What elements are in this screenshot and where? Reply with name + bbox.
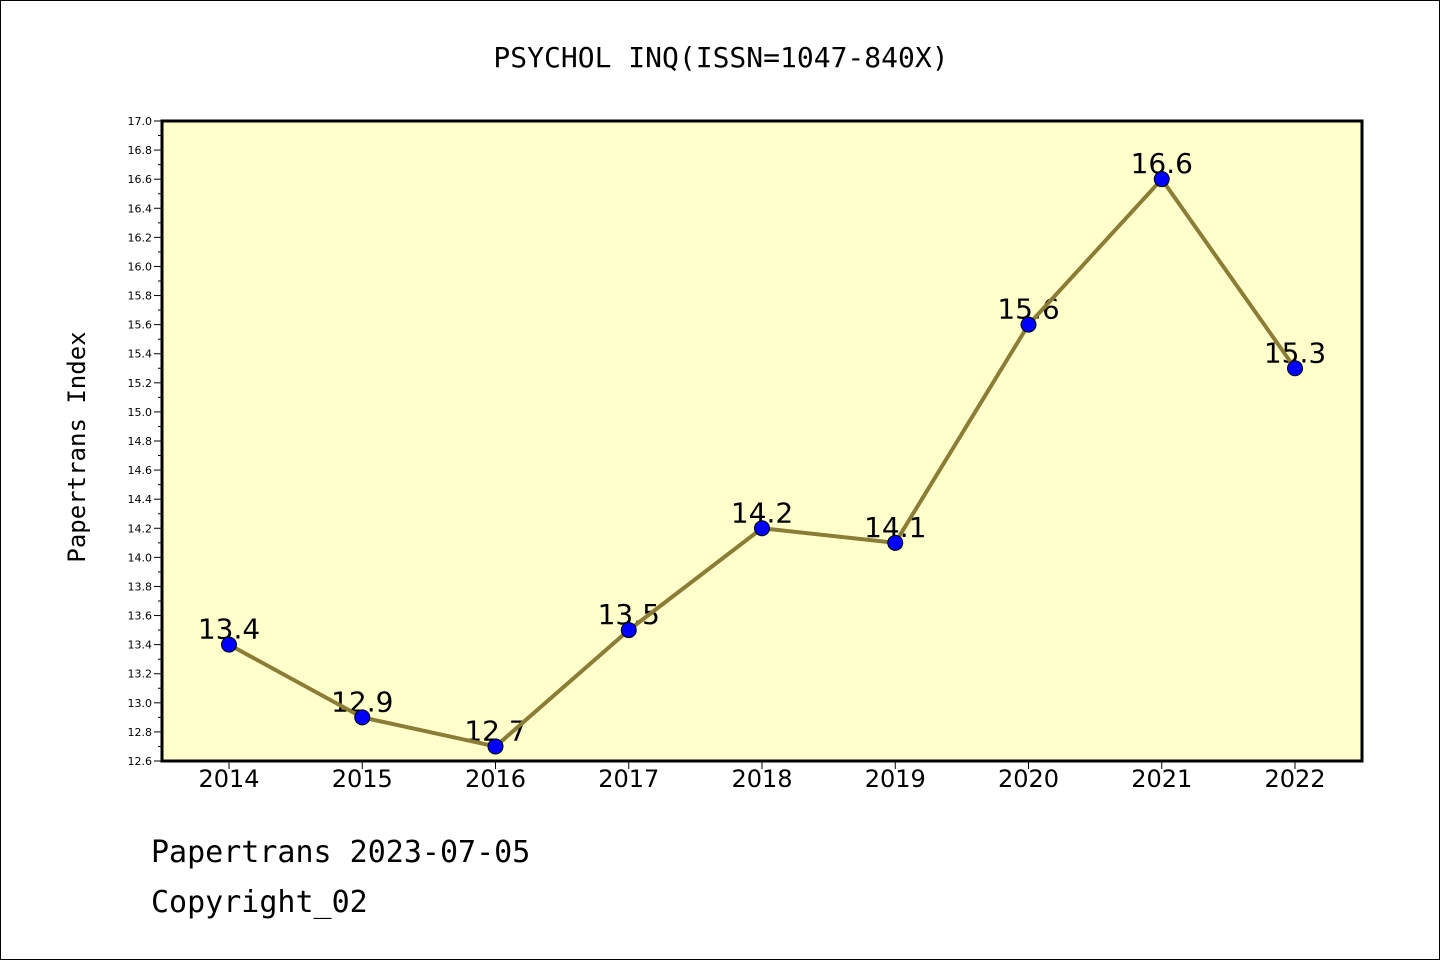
y-tick-label: 16.0	[128, 260, 153, 273]
data-point	[487, 738, 504, 755]
y-tick-label: 15.6	[128, 319, 153, 332]
x-tick-label: 2022	[1264, 765, 1325, 793]
data-point	[1020, 316, 1037, 333]
y-tick-label: 15.0	[128, 406, 153, 419]
y-axis-title: Papertrans Index	[63, 331, 91, 562]
data-point	[887, 534, 904, 551]
y-tick-label: 12.6	[128, 755, 153, 768]
x-tick-label: 2015	[332, 765, 393, 793]
x-tick-label: 2020	[998, 765, 1059, 793]
y-tick-label: 15.8	[128, 290, 153, 303]
y-tick-label: 14.0	[128, 551, 153, 564]
data-point	[221, 636, 237, 653]
y-axis: 12.6 12.8 13.0 13.2 13.4 13.6 13.8 14.0 14.2 14.4…	[128, 115, 162, 768]
y-tick-label: 16.2	[128, 231, 153, 244]
y-tick-label: 13.4	[128, 639, 153, 652]
x-tick-label: 2016	[465, 765, 526, 793]
x-tick-label: 2021	[1131, 765, 1192, 793]
y-tick-label: 13.0	[128, 697, 153, 710]
x-tick-label: 2017	[598, 765, 659, 793]
y-tick-label: 16.6	[128, 173, 153, 186]
y-tick-label: 14.6	[128, 464, 153, 477]
data-point	[754, 520, 770, 537]
data-point	[1153, 171, 1170, 188]
footer-date-line: Papertrans 2023-07-05	[151, 835, 531, 870]
x-tick-label: 2014	[198, 765, 259, 793]
plot-area	[160, 119, 1364, 763]
x-axis: 2014 2015 2016 2017 2018 2019 2020 2021 2022	[198, 761, 1326, 793]
y-tick-label: 13.6	[128, 610, 153, 623]
y-tick-label: 15.4	[128, 348, 153, 361]
y-tick-label: 13.8	[128, 580, 153, 593]
y-tick-label: 12.8	[128, 726, 153, 739]
data-point-markers	[221, 171, 1303, 755]
data-point	[1287, 360, 1303, 377]
y-tick-label: 16.8	[128, 144, 153, 157]
y-tick-label: 14.4	[128, 493, 153, 506]
y-tick-label: 15.2	[128, 377, 153, 390]
y-tick-label: 17.0	[128, 115, 153, 128]
data-point	[620, 622, 637, 639]
y-tick-label: 14.8	[128, 435, 153, 448]
footer-copyright: Copyright_02	[151, 885, 368, 920]
x-tick-label: 2019	[865, 765, 926, 793]
y-tick-label: 13.2	[128, 668, 153, 681]
data-point	[354, 709, 371, 726]
x-tick-label: 2018	[731, 765, 792, 793]
y-tick-label: 14.2	[128, 522, 153, 535]
chart-title: PSYCHOL INQ(ISSN=1047-840X)	[493, 41, 948, 74]
y-tick-label: 16.4	[128, 202, 153, 215]
